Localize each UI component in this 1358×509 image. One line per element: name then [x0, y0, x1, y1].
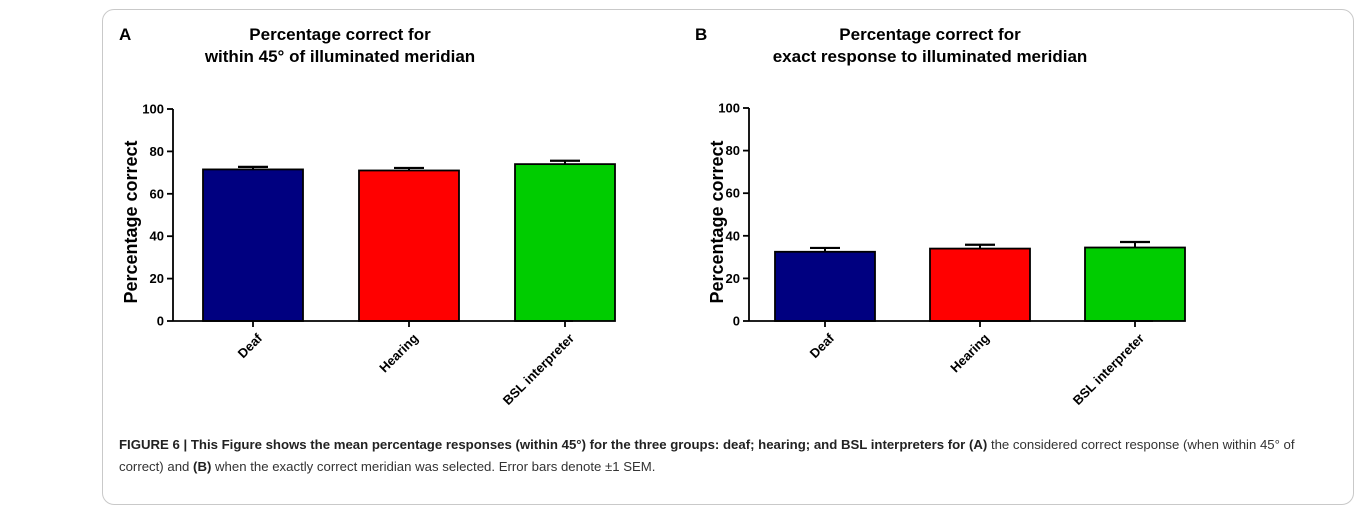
x-tick-label: BSL interpreter [1070, 331, 1147, 408]
bar-deaf [774, 250, 876, 322]
plot-area: Deaf Hearing BSL interpreter 0 20 40 60 80 100 [142, 102, 616, 408]
bar-bsl-interpreter [1084, 246, 1186, 322]
chart-title-line-1: Percentage correct for [839, 25, 1021, 44]
y-axis-label: Percentage correct [121, 140, 141, 303]
bar-hearing [929, 247, 1031, 322]
figure-container: A Percentage correct for within 45° of i… [102, 9, 1354, 505]
chart-title-line-1: Percentage correct for [249, 25, 431, 44]
panel-letter-b: B [695, 25, 707, 44]
x-tick-label: Hearing [947, 330, 992, 375]
y-tick-label: 60 [150, 186, 164, 201]
y-tick-label: 0 [157, 314, 164, 329]
caption-text-1: the considered correct response (when wi… [119, 437, 1295, 474]
y-axis-label: Percentage correct [707, 140, 727, 303]
panel-letter-a: A [119, 25, 131, 44]
y-tick-label: 60 [726, 186, 740, 201]
figure-caption: FIGURE 6 | This Figure shows the mean pe… [119, 434, 1339, 478]
caption-text-2: when the exactly correct meridian was se… [215, 459, 656, 474]
bar-deaf [202, 168, 304, 322]
y-tick-label: 20 [726, 271, 740, 286]
caption-ref-a: (A) [968, 437, 988, 452]
x-tick-label: Deaf [807, 330, 838, 361]
plot-area: Deaf Hearing BSL interpreter 0 20 40 60 80 100 [718, 101, 1186, 408]
x-tick-label: Hearing [376, 330, 421, 375]
chart-panel-a: A Percentage correct for within 45° of i… [119, 25, 616, 408]
bar-bsl-interpreter [514, 163, 616, 322]
y-tick-label: 40 [726, 228, 740, 243]
chart-panel-b: B Percentage correct for exact response … [695, 25, 1186, 408]
y-tick-label: 40 [150, 229, 164, 244]
y-tick-label: 0 [733, 314, 740, 329]
chart-title-line-2: within 45° of illuminated meridian [204, 47, 475, 66]
x-tick-label: Deaf [235, 330, 266, 361]
caption-ref-b: (B) [193, 459, 212, 474]
chart-title-line-2: exact response to illuminated meridian [773, 47, 1088, 66]
y-tick-label: 100 [142, 102, 164, 117]
y-tick-label: 20 [150, 271, 164, 286]
y-tick-label: 80 [150, 144, 164, 159]
x-tick-label: BSL interpreter [500, 331, 577, 408]
y-tick-label: 80 [726, 143, 740, 158]
caption-label: FIGURE 6 | This Figure shows the mean pe… [119, 437, 966, 452]
y-tick-label: 100 [718, 101, 740, 116]
bar-hearing [358, 169, 460, 322]
